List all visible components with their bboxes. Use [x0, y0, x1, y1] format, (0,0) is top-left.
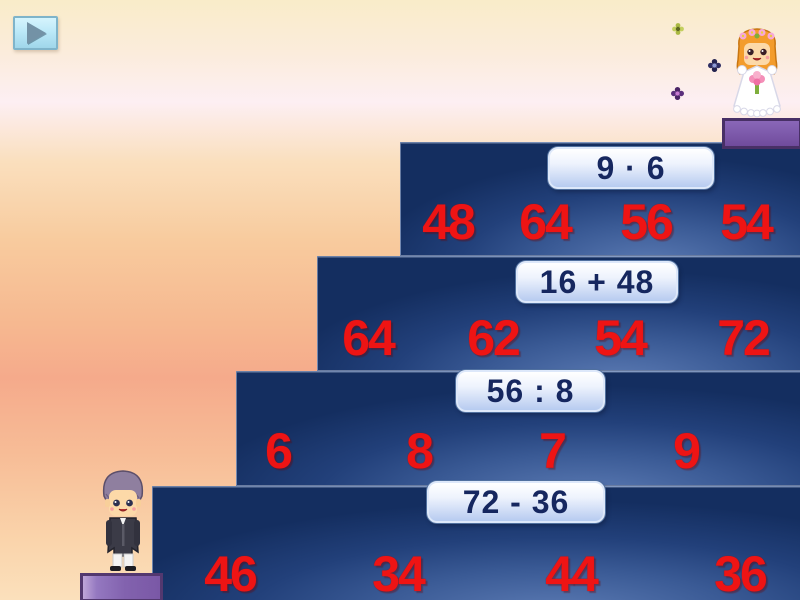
- play-icon: [27, 22, 46, 44]
- answer-option[interactable]: 48: [422, 194, 476, 250]
- bride-character: [733, 28, 781, 118]
- boy-pedestal: [80, 573, 163, 600]
- bride-pedestal: [722, 118, 800, 149]
- answer-option[interactable]: 34: [372, 546, 426, 600]
- play-button[interactable]: [13, 16, 58, 50]
- answer-option[interactable]: 72: [717, 310, 771, 366]
- answer-option[interactable]: 36: [714, 546, 768, 600]
- answer-option[interactable]: 44: [545, 546, 599, 600]
- answer-option[interactable]: 54: [594, 310, 648, 366]
- green-flower-icon: [672, 23, 684, 35]
- answer-option[interactable]: 54: [720, 194, 774, 250]
- answer-option[interactable]: 8: [406, 423, 434, 479]
- expression-box: 56 : 8: [456, 370, 605, 412]
- navy-flower-icon: [708, 59, 721, 72]
- answer-option[interactable]: 64: [342, 310, 396, 366]
- answer-option[interactable]: 46: [204, 546, 258, 600]
- answer-option[interactable]: 9: [673, 423, 701, 479]
- purple-flower-icon: [671, 87, 684, 100]
- boy-character: [102, 470, 144, 571]
- expression-box: 16 + 48: [516, 261, 678, 303]
- answer-option[interactable]: 62: [467, 310, 521, 366]
- answer-option[interactable]: 56: [620, 194, 674, 250]
- expression-box: 72 - 36: [427, 481, 605, 523]
- answer-option[interactable]: 64: [519, 194, 573, 250]
- expression-box: 9 · 6: [548, 147, 714, 189]
- answer-option[interactable]: 7: [539, 423, 567, 479]
- answer-option[interactable]: 6: [265, 423, 293, 479]
